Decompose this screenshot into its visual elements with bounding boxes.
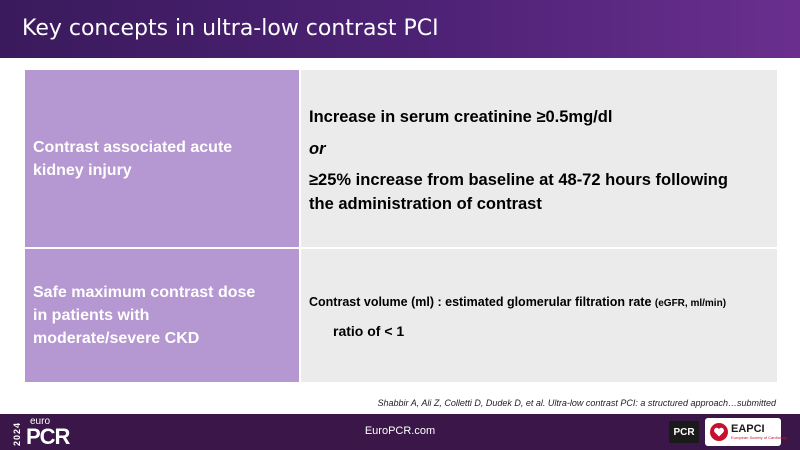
term-dose: Safe maximum contrast dose in patients w…: [33, 281, 255, 350]
concepts-table: Contrast associated acute kidney injury …: [25, 70, 777, 382]
eapci-logo: EAPCI European Society of Cardiology: [705, 418, 787, 446]
term-cell-aki: Contrast associated acute kidney injury: [25, 70, 299, 247]
site-link[interactable]: EuroPCR.com: [364, 425, 436, 437]
pcr-badge-logo: PCR: [669, 421, 699, 443]
definition-cell-aki: Increase in serum creatinine ≥0.5mg/dl o…: [301, 70, 777, 247]
definition-administration: the administration of contrast: [309, 195, 542, 213]
footer-bar: 2024 euro PCR EuroPCR.com PCR EAPCI Euro…: [0, 414, 800, 450]
formula-unit: (eGFR, ml/min): [654, 298, 727, 309]
definition-creatinine: Increase in serum creatinine ≥0.5mg/dl: [309, 108, 613, 126]
term-cell-dose: Safe maximum contrast dose in patients w…: [25, 249, 299, 382]
definition-increase: ≥25% increase from baseline at 48-72 hou…: [309, 171, 728, 189]
ratio-text: ratio of < 1: [333, 323, 405, 339]
citation: Shabbir A, Ali Z, Colletti D, Dudek D, e…: [377, 398, 777, 408]
europcr-logo: 2024 euro PCR: [12, 416, 82, 449]
formula-main: Contrast volume (ml) : estimated glomeru…: [309, 295, 655, 309]
eapci-label: EAPCI: [731, 423, 765, 435]
term-dose-line2: in patients with: [33, 307, 150, 324]
heart-icon: [710, 423, 728, 441]
definition-or: or: [309, 140, 326, 158]
term-dose-line1: Safe maximum contrast dose: [33, 284, 256, 301]
eapci-subtitle: European Society of Cardiology: [731, 435, 788, 440]
formula-text: Contrast volume (ml) : estimated glomeru…: [309, 295, 726, 309]
term-aki: Contrast associated acute kidney injury: [33, 138, 233, 179]
logo-euro: euro: [30, 416, 51, 427]
slide-title: Key concepts in ultra-low contrast PCI: [22, 16, 439, 41]
title-bar: Key concepts in ultra-low contrast PCI: [0, 0, 800, 58]
definition-cell-dose: Contrast volume (ml) : estimated glomeru…: [301, 249, 777, 382]
logo-pcr: PCR: [26, 424, 70, 449]
term-dose-line3: moderate/severe CKD: [33, 330, 200, 347]
